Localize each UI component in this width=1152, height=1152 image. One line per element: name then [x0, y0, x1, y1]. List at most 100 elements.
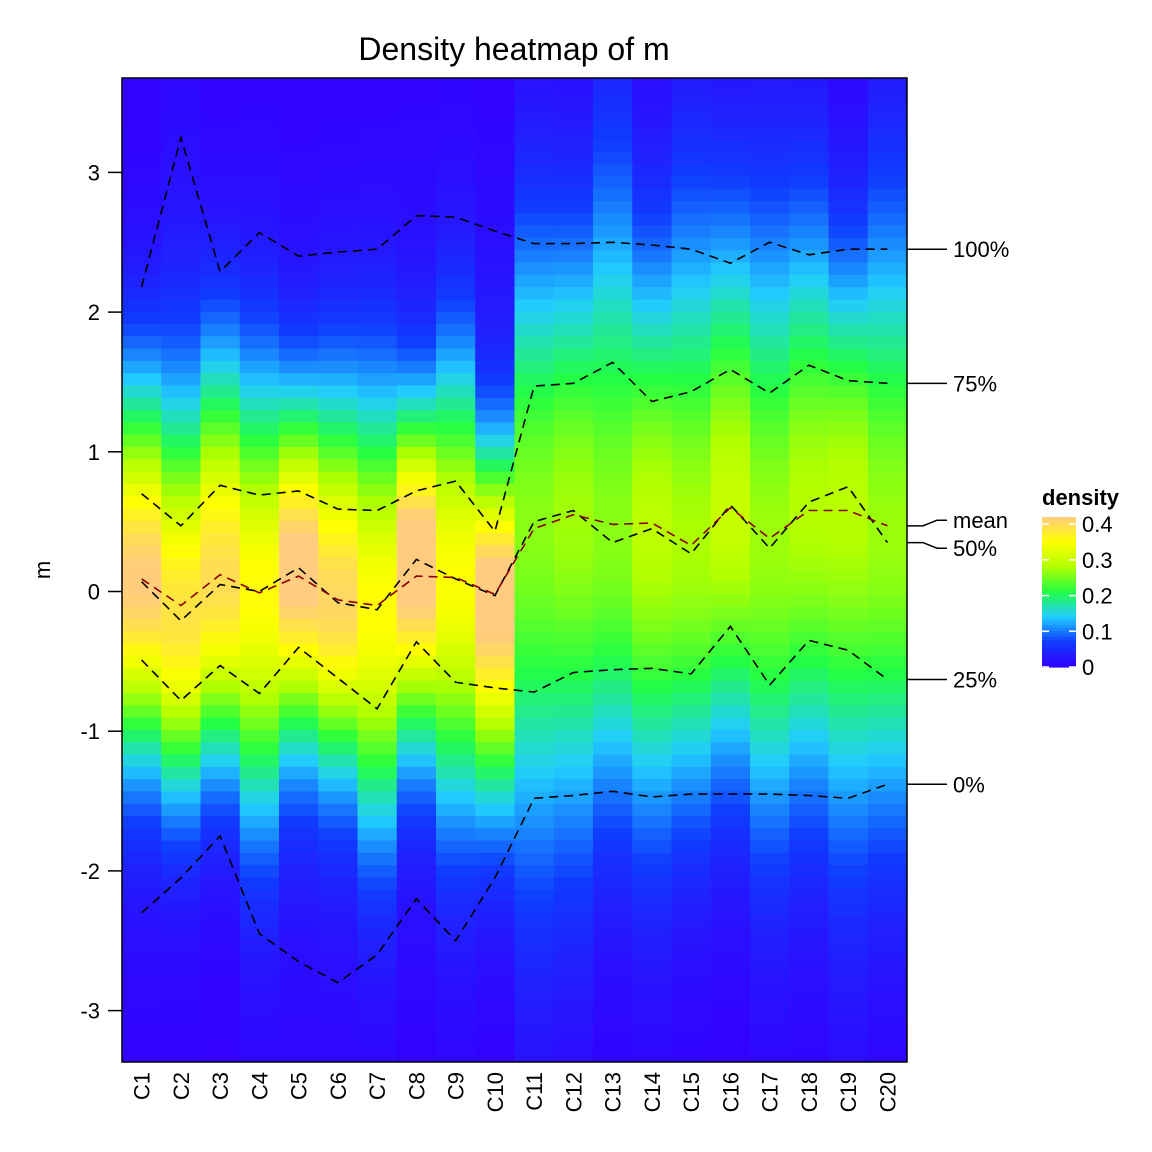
heat-cell	[200, 508, 241, 522]
heat-cell	[553, 324, 594, 337]
heat-cell	[200, 299, 241, 313]
heat-cell	[161, 914, 202, 928]
heat-cell	[710, 114, 751, 128]
heat-cell	[867, 1025, 907, 1038]
heat-cell	[593, 889, 633, 903]
heat-cell	[318, 483, 359, 497]
heat-cell	[828, 520, 869, 534]
heat-cell	[514, 188, 555, 202]
heat-cell	[710, 237, 751, 251]
heat-cell	[279, 840, 319, 854]
heat-cell	[828, 410, 869, 423]
heat-cell	[514, 348, 555, 362]
heat-cell	[396, 680, 437, 694]
heat-cell	[710, 705, 751, 719]
heat-cell	[553, 717, 594, 731]
heat-cell	[436, 422, 476, 436]
heat-cell	[514, 975, 555, 989]
heat-cell	[239, 914, 280, 928]
heat-cell	[671, 360, 712, 374]
heat-cell	[318, 176, 359, 190]
heat-cell	[514, 582, 555, 596]
heat-cell	[475, 1025, 516, 1038]
heat-cell	[671, 545, 712, 559]
heat-cell	[553, 606, 594, 620]
heat-cell	[553, 373, 594, 387]
heat-cell	[632, 926, 673, 940]
heat-cell	[318, 151, 359, 165]
heat-cell	[514, 779, 555, 792]
x-tick-label: C18	[797, 1072, 822, 1112]
heat-cell	[436, 693, 476, 706]
heat-cell	[122, 816, 162, 829]
heat-cell	[553, 188, 594, 202]
heat-cell	[828, 865, 869, 879]
heat-cell	[318, 557, 359, 571]
heat-cell	[553, 693, 594, 706]
heat-cell	[396, 397, 437, 411]
heat-cell	[710, 262, 751, 276]
heat-cell	[318, 963, 359, 977]
heat-cell	[671, 471, 712, 485]
heat-cell	[789, 188, 830, 202]
heat-cell	[279, 102, 319, 116]
heat-cell	[710, 766, 751, 780]
heat-cell	[671, 926, 712, 940]
heat-cell	[161, 582, 202, 596]
heat-cell	[553, 176, 594, 190]
heat-cell	[671, 840, 712, 854]
heat-cell	[828, 250, 869, 264]
heat-cell	[867, 520, 907, 534]
heat-cell	[789, 705, 830, 719]
heat-cell	[593, 803, 633, 817]
heat-cell	[632, 471, 673, 485]
heat-cell	[475, 889, 516, 903]
heat-cell	[239, 865, 280, 879]
heat-cell	[318, 656, 359, 669]
heat-cell	[514, 139, 555, 153]
heat-cell	[553, 1000, 594, 1014]
heat-cell	[357, 865, 398, 879]
x-tick-label: C4	[247, 1072, 272, 1100]
heat-cell	[239, 360, 280, 374]
heat-cell	[239, 840, 280, 854]
heat-cell	[161, 213, 202, 227]
heat-cell	[867, 151, 907, 165]
heat-cell	[122, 139, 162, 153]
heat-cell	[710, 668, 751, 682]
heat-cell	[318, 754, 359, 768]
heat-cell	[867, 139, 907, 153]
heat-cell	[632, 594, 673, 608]
heat-cell	[632, 1049, 673, 1062]
heat-cell	[514, 520, 555, 534]
heat-cell	[593, 766, 633, 780]
heat-cell	[750, 213, 790, 227]
heat-cell	[475, 803, 516, 817]
heat-cell	[239, 496, 280, 510]
legend-swatch	[1042, 550, 1076, 554]
heat-cell	[828, 594, 869, 608]
heat-cell	[789, 975, 830, 989]
legend-tick-label: 0.2	[1082, 584, 1113, 609]
heat-cell	[475, 717, 516, 731]
heat-cell	[514, 434, 555, 448]
heat-cell	[239, 533, 280, 546]
heat-cell	[710, 1049, 751, 1062]
heat-cell	[710, 656, 751, 669]
heat-cell	[436, 643, 476, 657]
heat-cell	[357, 360, 398, 374]
heat-cell	[593, 656, 633, 669]
heat-cell	[318, 139, 359, 153]
heat-cell	[318, 729, 359, 743]
heat-cell	[710, 336, 751, 350]
heat-cell	[279, 889, 319, 903]
heat-cell	[200, 631, 241, 645]
heat-cell	[436, 176, 476, 190]
heat-cell	[279, 643, 319, 657]
heat-cell	[828, 1012, 869, 1026]
heat-cell	[867, 90, 907, 104]
legend-swatch	[1042, 568, 1076, 572]
heat-cell	[828, 705, 869, 719]
heat-cell	[710, 816, 751, 829]
heat-cell	[357, 237, 398, 251]
